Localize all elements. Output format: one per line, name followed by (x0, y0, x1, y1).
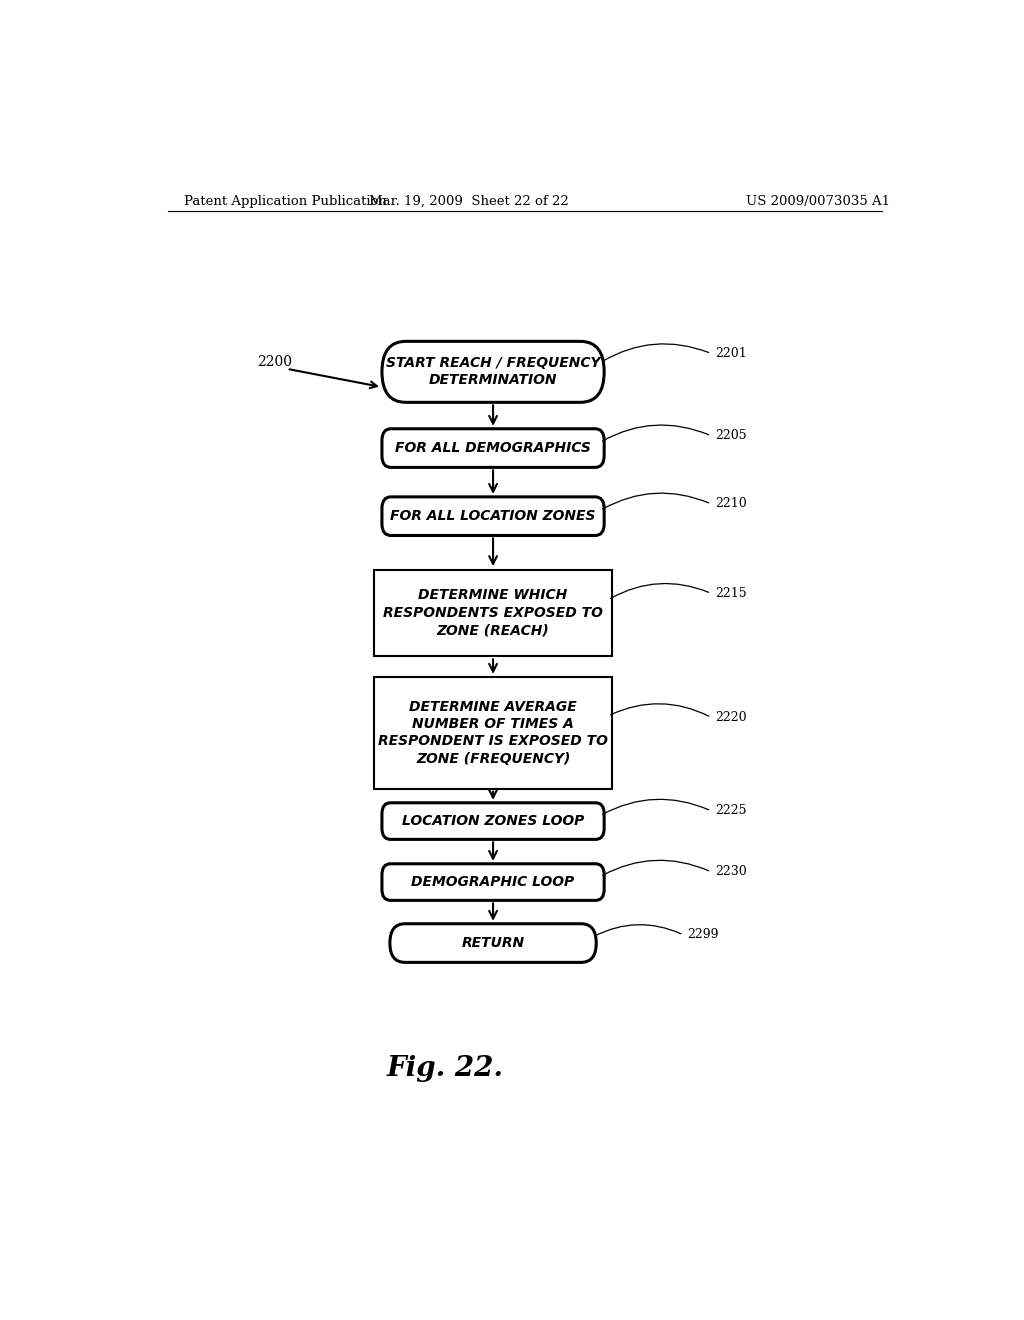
Text: 2200: 2200 (257, 355, 292, 368)
Text: FOR ALL LOCATION ZONES: FOR ALL LOCATION ZONES (390, 510, 596, 523)
Text: RETURN: RETURN (462, 936, 524, 950)
Text: LOCATION ZONES LOOP: LOCATION ZONES LOOP (402, 814, 584, 828)
FancyBboxPatch shape (382, 429, 604, 467)
FancyBboxPatch shape (382, 803, 604, 840)
Text: DEMOGRAPHIC LOOP: DEMOGRAPHIC LOOP (412, 875, 574, 890)
FancyBboxPatch shape (382, 496, 604, 536)
Text: 2225: 2225 (715, 804, 746, 817)
Text: Fig. 22.: Fig. 22. (387, 1055, 504, 1081)
Text: US 2009/0073035 A1: US 2009/0073035 A1 (746, 194, 891, 207)
Text: 2210: 2210 (715, 498, 748, 511)
FancyBboxPatch shape (374, 569, 612, 656)
Text: Mar. 19, 2009  Sheet 22 of 22: Mar. 19, 2009 Sheet 22 of 22 (370, 194, 569, 207)
Text: 2230: 2230 (715, 866, 748, 878)
Text: DETERMINE WHICH
RESPONDENTS EXPOSED TO
ZONE (REACH): DETERMINE WHICH RESPONDENTS EXPOSED TO Z… (383, 589, 603, 638)
Text: 2299: 2299 (687, 928, 719, 941)
FancyBboxPatch shape (382, 342, 604, 403)
Text: 2201: 2201 (715, 347, 748, 360)
Text: 2220: 2220 (715, 711, 746, 723)
FancyBboxPatch shape (390, 924, 596, 962)
Text: FOR ALL DEMOGRAPHICS: FOR ALL DEMOGRAPHICS (395, 441, 591, 455)
FancyBboxPatch shape (374, 677, 612, 788)
Text: START REACH / FREQUENCY
DETERMINATION: START REACH / FREQUENCY DETERMINATION (386, 356, 600, 388)
Text: Patent Application Publication: Patent Application Publication (183, 194, 386, 207)
Text: 2215: 2215 (715, 587, 746, 599)
Text: 2205: 2205 (715, 429, 746, 442)
Text: DETERMINE AVERAGE
NUMBER OF TIMES A
RESPONDENT IS EXPOSED TO
ZONE (FREQUENCY): DETERMINE AVERAGE NUMBER OF TIMES A RESP… (378, 700, 608, 766)
FancyBboxPatch shape (382, 863, 604, 900)
